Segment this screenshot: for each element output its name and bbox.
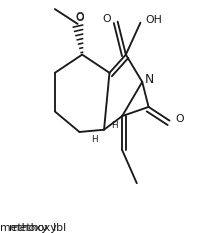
Text: OH: OH	[145, 15, 162, 25]
Text: H: H	[112, 121, 118, 130]
Text: methoxy: methoxy	[9, 223, 57, 233]
Text: O: O	[176, 114, 184, 124]
Text: methoxy: methoxy	[42, 7, 48, 9]
Text: O: O	[102, 14, 111, 24]
Text: N: N	[145, 73, 154, 86]
Text: methoxy_lbl: methoxy_lbl	[0, 222, 66, 233]
Text: O: O	[75, 13, 84, 23]
Text: O: O	[75, 12, 84, 22]
Text: H: H	[91, 135, 97, 144]
